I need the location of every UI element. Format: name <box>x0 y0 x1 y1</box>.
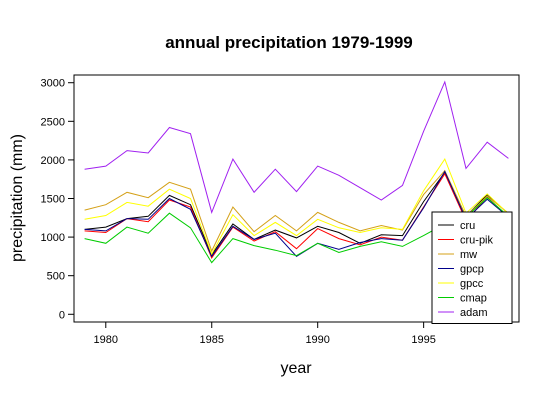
series-line-gpcc <box>84 158 509 256</box>
legend-label-gpcc: gpcc <box>460 278 484 290</box>
y-tick-label: 500 <box>47 271 65 283</box>
y-tick-label: 3000 <box>41 78 65 90</box>
x-axis-label: year <box>280 360 312 377</box>
series-line-gpcp <box>84 170 509 258</box>
legend-label-cru-pik: cru-pik <box>460 235 494 247</box>
legend-label-cmap: cmap <box>460 293 487 305</box>
legend-label-adam: adam <box>460 307 488 319</box>
y-tick-label: 1000 <box>41 232 65 244</box>
y-tick-label: 2500 <box>41 116 65 128</box>
x-tick-label: 1980 <box>94 334 118 346</box>
legend-label-cru: cru <box>460 220 475 232</box>
x-tick-label: 1990 <box>305 334 329 346</box>
legend-label-mw: mw <box>460 249 477 261</box>
series-line-cru-pik <box>84 172 509 259</box>
x-tick-label: 1995 <box>411 334 435 346</box>
legend: cru cru-pik mw gpcp gpcc cmap adam <box>431 211 513 324</box>
series-line-cru <box>84 171 509 256</box>
y-axis-label: precipitation (mm) <box>9 134 26 262</box>
series-line-adam <box>84 80 509 214</box>
y-tick-label: 2000 <box>41 155 65 167</box>
y-tick-label: 1500 <box>41 194 65 206</box>
x-tick-label: 1985 <box>199 334 223 346</box>
legend-box <box>431 211 513 324</box>
series-line-mw <box>84 169 509 253</box>
y-axis: 0 500 1000 1500 2000 2500 3000 <box>41 78 74 321</box>
y-tick-label: 0 <box>59 309 65 321</box>
x-axis: 1980 1985 1990 1995 <box>94 322 436 346</box>
legend-label-gpcp: gpcp <box>460 264 484 276</box>
chart-title: annual precipitation 1979-1999 <box>165 33 413 52</box>
